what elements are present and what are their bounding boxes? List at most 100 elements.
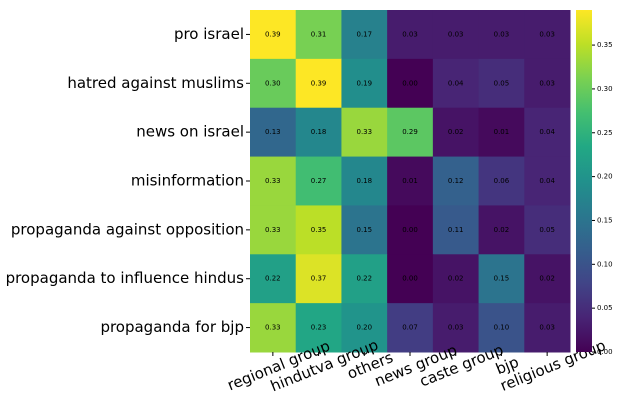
heatmap-cell [341,10,388,60]
colorbar [576,10,592,352]
y-tick-label: propaganda to influence hindus [6,269,245,287]
cell-label: 0.00 [402,275,418,283]
cell-label: 0.18 [311,128,327,136]
heatmap-cell [341,303,388,353]
colorbar-tick-label: 0.35 [597,41,613,49]
cell-label: 0.02 [539,275,555,283]
heatmap-cell [295,303,342,353]
cell-label: 0.05 [539,226,555,234]
heatmap-cell [295,156,342,206]
heatmap-cell [295,254,342,304]
colorbar-tick-label: 0.25 [597,129,613,137]
heatmap-cell [478,303,525,353]
heatmap-cell [250,254,297,304]
heatmap-cell [478,205,525,255]
cell-label: 0.03 [402,30,418,38]
heatmap-cell [524,254,571,304]
cell-label: 0.33 [265,177,281,185]
y-tick-label: misinformation [131,172,244,190]
cell-label: 0.39 [265,30,281,38]
cell-label: 0.12 [448,177,464,185]
colorbar-tick-label: 0.20 [597,173,613,181]
heatmap-cell [341,107,388,158]
cell-label: 0.33 [356,128,372,136]
cell-label: 0.03 [539,30,555,38]
heatmap-cell [250,303,297,353]
heatmap-cell [387,58,434,109]
cell-label: 0.04 [448,79,464,87]
cell-label: 0.02 [448,128,464,136]
heatmap-cell [432,254,480,304]
cell-label: 0.27 [311,177,327,185]
heatmap-cell [524,205,571,255]
cell-label: 0.29 [402,128,418,136]
heatmap-cell [387,156,434,206]
y-tick-label: hatred against muslims [67,74,244,92]
heatmap-cell [478,58,525,109]
heatmap-cell [524,10,571,60]
heatmap-cell [432,10,480,60]
heatmap-cell [295,10,342,60]
heatmap-cell [432,107,480,158]
cell-label: 0.07 [402,324,418,332]
heatmap-cell [341,156,388,206]
cell-label: 0.03 [494,30,510,38]
cell-label: 0.22 [356,275,372,283]
cell-label: 0.30 [265,79,281,87]
cell-label: 0.00 [402,226,418,234]
heatmap-cell [432,58,480,109]
heatmap-cell [295,58,342,109]
cell-label: 0.03 [539,79,555,87]
heatmap-cell [250,10,297,60]
y-tick-label: pro israel [174,25,244,43]
cell-label: 0.03 [448,30,464,38]
cell-label: 0.31 [311,30,327,38]
heatmap-cell [478,10,525,60]
heatmap-cell [387,205,434,255]
heatmap-cell [250,107,297,158]
heatmap-cell [295,205,342,255]
cell-label: 0.22 [265,275,281,283]
heatmap-cell [250,58,297,109]
cell-label: 0.35 [311,226,327,234]
cell-label: 0.01 [494,128,510,136]
cell-label: 0.04 [539,177,555,185]
cell-label: 0.05 [494,79,510,87]
colorbar-tick-label: 0.15 [597,216,613,224]
cell-label: 0.33 [265,226,281,234]
cell-label: 0.18 [356,177,372,185]
colorbar-tick-label: 0.30 [597,85,613,93]
heatmap-cell [524,58,571,109]
colorbar-tick-label: 0.10 [597,260,613,268]
heatmap-cell [432,156,480,206]
cell-label: 0.02 [494,226,510,234]
heatmap-cell [524,107,571,158]
heatmap-cell [250,156,297,206]
cell-label: 0.10 [494,324,510,332]
cell-label: 0.00 [402,79,418,87]
cell-label: 0.03 [539,324,555,332]
heatmap-cell [387,107,434,158]
heatmap-cell [387,254,434,304]
heatmap-cell [387,303,434,353]
cell-label: 0.02 [448,275,464,283]
cell-label: 0.23 [311,324,327,332]
heatmap-cell [341,205,388,255]
cell-label: 0.13 [265,128,281,136]
y-tick-label: propaganda for bjp [100,318,244,336]
heatmap-cell [250,205,297,255]
cell-label: 0.37 [311,275,327,283]
cell-label: 0.17 [356,30,372,38]
heatmap-cell [432,303,480,353]
cell-label: 0.20 [356,324,372,332]
colorbar-tick-label: 0.05 [597,304,613,312]
heatmap-cell [387,10,434,60]
heatmap-cell [341,254,388,304]
cell-label: 0.39 [311,79,327,87]
heatmap-cell [295,107,342,158]
colorbar-tick-label: 0.00 [597,348,613,356]
cell-label: 0.33 [265,324,281,332]
cell-label: 0.19 [356,79,372,87]
cell-label: 0.06 [494,177,510,185]
